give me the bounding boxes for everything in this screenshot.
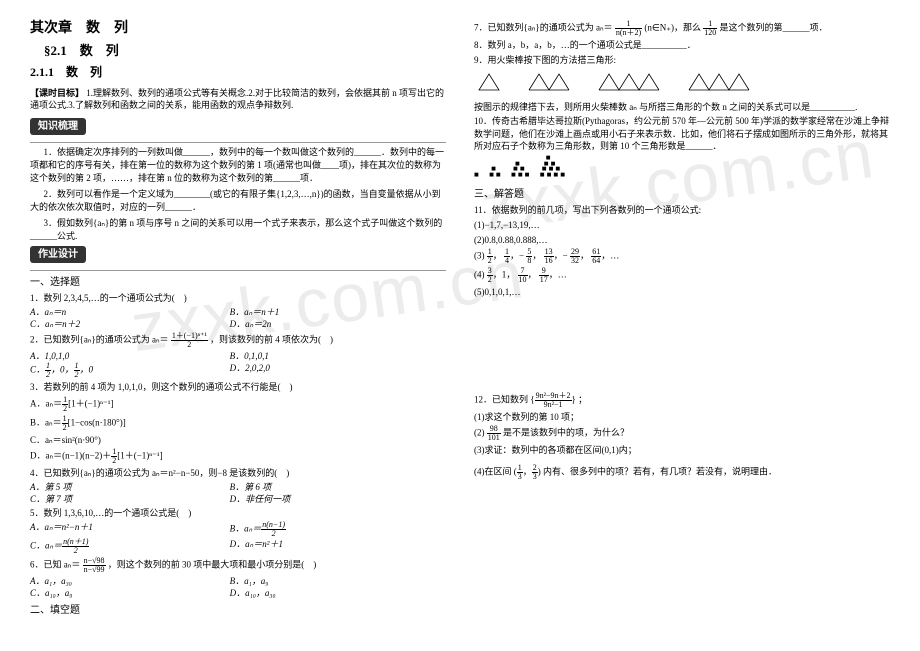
left-column: 其次章 数 列 §2.1 数 列 2.1.1 数 列 【课时目标】 1.理解数列…: [30, 18, 446, 620]
q6-c: C．a₁₀，a₉: [30, 587, 230, 599]
q2-pre: 2．已知数列{aₙ}的通项公式为 aₙ＝: [30, 334, 169, 344]
q5-c: C．aₙ＝n(n＋1)2: [30, 538, 230, 555]
q4-opts: A．第 5 项 B．第 6 项 C．第 7 项 D．非任何一项: [30, 481, 446, 505]
q11-s1: (1)−1,7,−13,19,…: [474, 219, 890, 232]
q2-frac: 1＋(−1)ⁿ⁺¹2: [171, 332, 208, 349]
q12-s1: (1)求这个数列的第 10 项；: [474, 411, 890, 424]
q2-a: A．1,0,1,0: [30, 350, 230, 362]
q1-a: A．aₙ＝n: [30, 306, 230, 318]
q1-c: C．aₙ＝n＋2: [30, 318, 230, 330]
q12-s4: (4)在区间 (13，23) 内有、很多列中的项？若有，有几项？若没有，说明理由…: [474, 464, 890, 481]
q1-d: D．aₙ＝2n: [230, 318, 430, 330]
q2-c: C．12，0，12，0: [30, 362, 230, 379]
q11-text: 11．依据数列的前几项，写出下列各数列的一个通项公式:: [474, 204, 890, 217]
q11-s2: (2)0.8,0.88,0.888,…: [474, 234, 890, 247]
q12-text: 12．已知数列 {9n²−9n＋29n²−1} ；: [474, 392, 890, 409]
target-label: 【课时目标】: [30, 88, 84, 98]
q9-note: 按图示的规律搭下去，则所用火柴棒数 aₙ 与所搭三角形的个数 n 之间的关系式可…: [474, 101, 890, 114]
section3-title: 三、解答题: [474, 187, 890, 202]
chapter-title: 其次章 数 列: [30, 18, 446, 39]
q12-s3: (3)求证：数列中的各项都在区间(0,1)内；: [474, 444, 890, 457]
q2-d: D．2,0,2,0: [230, 362, 430, 379]
q5-b: B．aₙ＝n(n−1)2: [230, 521, 430, 538]
q4-text: 4．已知数列{aₙ}的通项公式为 aₙ＝n²−n−50，则−8 是该数列的( ): [30, 467, 446, 480]
q1-b: B．aₙ＝n＋1: [230, 306, 430, 318]
q3-text: 3．若数列的前 4 项为 1,0,1,0，则这个数列的通项公式不行能是( ): [30, 381, 446, 394]
q10-text: 10．传奇古希腊毕达哥拉斯(Pythagoras，约公元前 570 年—公元前 …: [474, 115, 890, 153]
q4-c: C．第 7 项: [30, 493, 230, 505]
q6-text: 6．已知 aₙ＝ n−√98n−√99 ，则这个数列的前 30 项中最大项和最小…: [30, 557, 446, 574]
lesson-target: 【课时目标】 1.理解数列、数列的通项公式等有关概念.2.对于比较简洁的数列，会…: [30, 87, 446, 112]
q5-d: D．aₙ＝n²＋1: [230, 538, 430, 555]
q6-d: D．a₁₀，a₃₀: [230, 587, 430, 599]
q11-s4: (4) 32，1， 710， 917，…: [474, 267, 890, 284]
q12-s2: (2) 98101 是不是该数列中的项，为什么？: [474, 425, 890, 442]
section1-title: 一、选择题: [30, 275, 446, 290]
rule: [30, 270, 446, 271]
q6-opts: A．a₁，a₃₀ B．a₁，a₉ C．a₁₀，a₉ D．a₁₀，a₃₀: [30, 575, 446, 599]
triangle-figure: [474, 70, 890, 97]
knowledge-p1: 1．依据确定次序排列的一列数叫做______，数列中的每一个数叫做这个数列的__…: [30, 146, 446, 185]
triangular-dots: ■ ■■ ■ ■ ■ ■■ ■ ■ ■ ■ ■ ■ ■ ■■ ■ ■ ■: [474, 155, 890, 177]
q1-text: 1．数列 2,3,4,5,…的一个通项公式为( ): [30, 292, 446, 305]
q3-d: D．aₙ＝(n−1)(n−2)＋12[1＋(−1)ⁿ⁻¹]: [30, 448, 446, 465]
q11-s3: (3) 12， 14，− 58， 1316，− 2932， 6164，…: [474, 248, 890, 265]
target-text: 1.理解数列、数列的通项公式等有关概念.2.对于比较简洁的数列，会依据其前 n …: [30, 88, 444, 111]
q2-post: ，则该数列的前 4 项依次为( ): [210, 334, 333, 344]
q3-a: A．aₙ＝12[1＋(−1)ⁿ⁻¹]: [30, 396, 446, 413]
section2-title: 二、填空题: [30, 603, 446, 618]
rule: [30, 142, 446, 143]
q8-text: 8．数列 a，b，a，b，…的一个通项公式是__________．: [474, 39, 890, 52]
q6-b: B．a₁，a₉: [230, 575, 430, 587]
q3-c: C．aₙ＝sin²(n·90°): [30, 434, 446, 447]
section-title: §2.1 数 列: [30, 41, 446, 61]
q6-a: A．a₁，a₃₀: [30, 575, 230, 587]
knowledge-badge: 知识梳理: [30, 118, 86, 135]
homework-badge: 作业设计: [30, 246, 86, 263]
q9-text: 9．用火柴棒按下图的方法搭三角形:: [474, 54, 890, 67]
q1-opts: A．aₙ＝n B．aₙ＝n＋1 C．aₙ＝n＋2 D．aₙ＝2n: [30, 306, 446, 330]
q2-b: B．0,1,0,1: [230, 350, 430, 362]
q7-text: 7．已知数列{aₙ}的通项公式为 aₙ＝ 1n(n＋2) (n∈N₊)，那么 1…: [474, 20, 890, 37]
q5-opts: A．aₙ＝n²−n＋1 B．aₙ＝n(n−1)2 C．aₙ＝n(n＋1)2 D．…: [30, 521, 446, 555]
q2-text: 2．已知数列{aₙ}的通项公式为 aₙ＝ 1＋(−1)ⁿ⁺¹2 ，则该数列的前 …: [30, 332, 446, 349]
right-column: 7．已知数列{aₙ}的通项公式为 aₙ＝ 1n(n＋2) (n∈N₊)，那么 1…: [474, 18, 890, 620]
q11-s5: (5)0,1,0,1,…: [474, 286, 890, 299]
q4-d: D．非任何一项: [230, 493, 430, 505]
q5-text: 5．数列 1,3,6,10,…的一个通项公式是( ): [30, 507, 446, 520]
q3-b: B．aₙ＝12[1−cos(n·180°)]: [30, 415, 446, 432]
page-content: 其次章 数 列 §2.1 数 列 2.1.1 数 列 【课时目标】 1.理解数列…: [0, 0, 920, 638]
q4-b: B．第 6 项: [230, 481, 430, 493]
q4-a: A．第 5 项: [30, 481, 230, 493]
subsection-title: 2.1.1 数 列: [30, 63, 446, 81]
knowledge-p2: 2．数列可以看作是一个定义域为________(或它的有限子集{1,2,3,…,…: [30, 188, 446, 214]
q2-opts: A．1,0,1,0 B．0,1,0,1 C．12，0，12，0 D．2,0,2,…: [30, 350, 446, 379]
knowledge-p3: 3．假如数列{aₙ}的第 n 项与序号 n 之间的关系可以用一个式子来表示，那么…: [30, 217, 446, 243]
matchstick-svg: [474, 70, 754, 92]
q5-a: A．aₙ＝n²−n＋1: [30, 521, 230, 538]
